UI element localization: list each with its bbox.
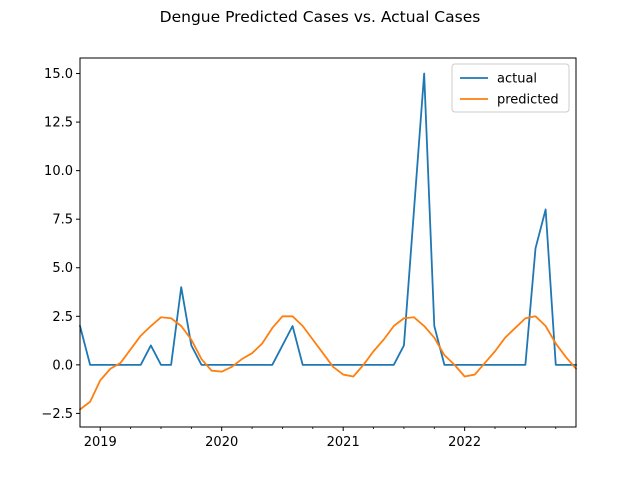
legend: actual predicted (451, 63, 570, 113)
y-axis: −2.5 0.0 2.5 5.0 7.5 10.0 12.5 15.0 (41, 67, 80, 422)
x-tick-label: 2021 (327, 435, 360, 450)
y-tick-label: 7.5 (52, 213, 73, 228)
y-tick-label: 15.0 (44, 67, 73, 82)
y-tick-label: −2.5 (41, 407, 73, 422)
y-tick-label: 2.5 (52, 310, 73, 325)
x-tick-label: 2020 (205, 435, 238, 450)
legend-box (451, 63, 570, 113)
y-tick-label: 12.5 (44, 116, 73, 131)
y-tick-label: 0.0 (52, 358, 73, 373)
plot-frame (79, 57, 577, 428)
series-line-actual (78, 72, 577, 366)
chart-title: Dengue Predicted Cases vs. Actual Cases (160, 8, 481, 26)
x-tick-label: 2019 (84, 435, 117, 450)
y-tick-label: 10.0 (44, 164, 73, 179)
y-tick-label: 5.0 (52, 261, 73, 276)
x-tick-label: 2022 (448, 435, 481, 450)
plot-lines (78, 72, 578, 411)
x-axis: 2019 2020 2021 2022 (84, 427, 557, 450)
series-line-predicted (78, 315, 578, 411)
legend-label-actual: actual (497, 72, 537, 87)
legend-label-predicted: predicted (497, 93, 559, 108)
